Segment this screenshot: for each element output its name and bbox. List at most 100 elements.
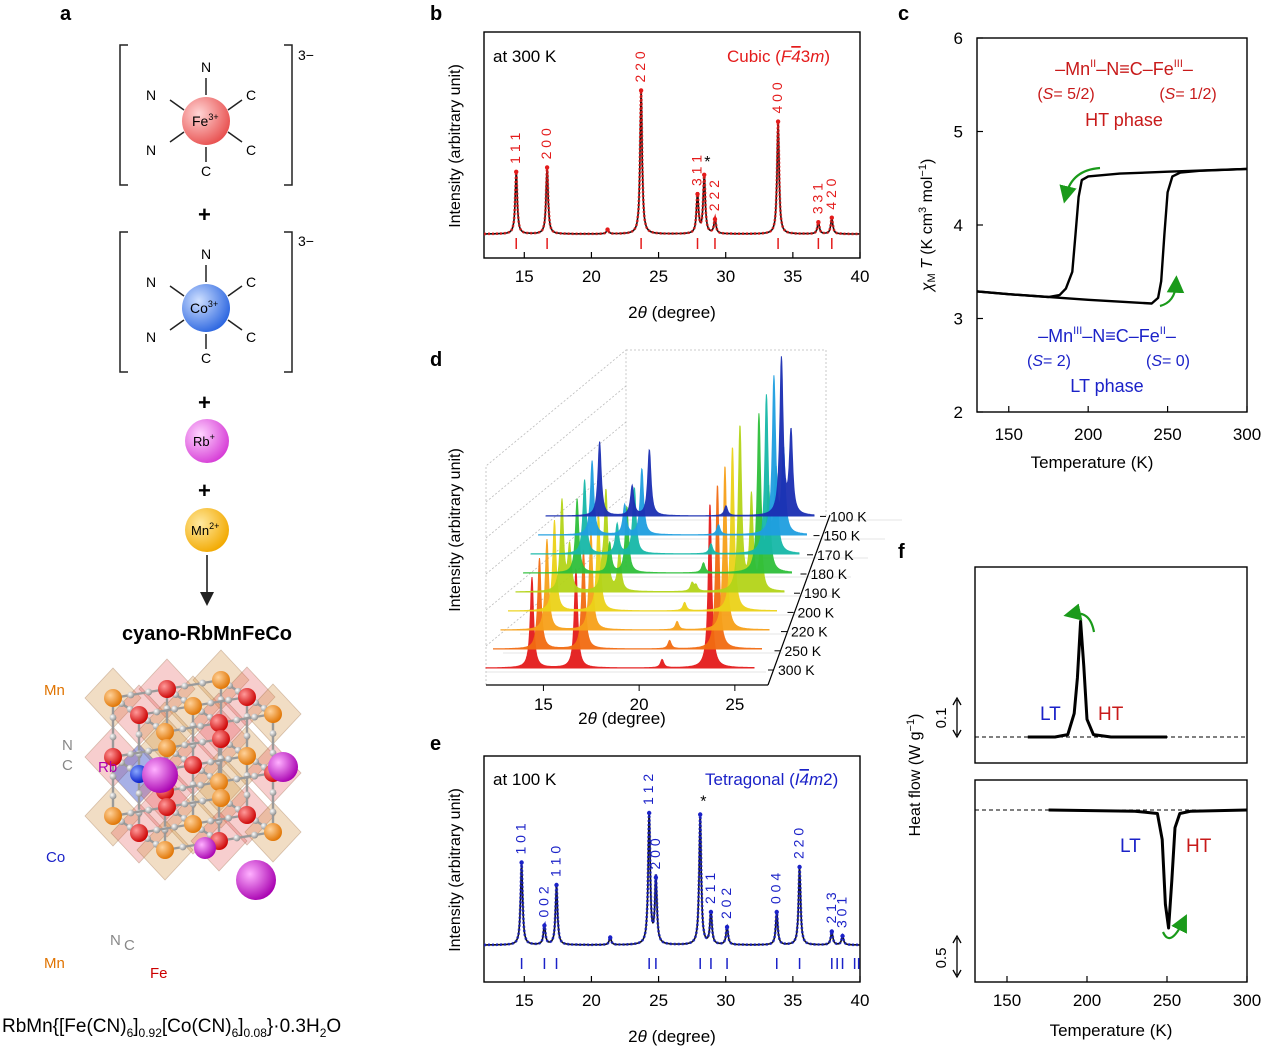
fe-ion-label: Fe3+ (192, 112, 219, 129)
b-peak-label: 1 1 1 (507, 132, 523, 163)
e-peak-label: 3 0 1 (834, 897, 850, 928)
cn-atom (109, 714, 117, 721)
cyanide-bridge (164, 721, 220, 734)
cn-atom (251, 831, 259, 839)
e-peak-point (840, 933, 845, 939)
struct-label-co: Co (46, 849, 65, 866)
struct-label-n: N (62, 737, 73, 754)
cn-atom (153, 826, 161, 834)
cn-atom (145, 688, 153, 696)
c-y-tick-label: 4 (954, 216, 963, 235)
mn-atom (156, 723, 174, 741)
lt-spin-fe: (S= 0) (1146, 353, 1190, 370)
f-x-tick-label: 150 (993, 991, 1021, 1010)
plus-sign-3: + (198, 478, 211, 503)
d-temp-label: 180 K (811, 566, 848, 582)
e-x-tick-label: 40 (851, 991, 870, 1010)
e-x-tick-label: 20 (582, 991, 601, 1010)
cn-atom (233, 775, 241, 783)
ligand-n-ul: N (146, 87, 156, 103)
cyanide-bridge (218, 712, 274, 725)
c-y-tick-label: 2 (954, 403, 963, 422)
ht-phase-label: HT phase (1085, 110, 1163, 130)
fe-cyanide-complex: 3− Fe3+ N N C N C C (119, 44, 314, 186)
struct-label-c2: C (124, 937, 135, 954)
panel-c: c 150 200 250 300 2 3 4 5 6 Temperature (K) χM T… (898, 3, 1261, 472)
ylabel-b: Intensity (arbitrary unit) (447, 64, 464, 228)
struct-label-fe: Fe (150, 965, 168, 982)
mn-atom (156, 841, 174, 859)
ligand-c-ur: C (246, 87, 256, 103)
e-peak-point (708, 909, 714, 915)
f-bottom-lt-label: LT (1120, 836, 1141, 857)
ht-spin-mn: (S= 5/2) (1037, 86, 1094, 103)
b-peak-label: * (704, 154, 710, 171)
panel-d: d 15 20 25 300 K 250 K 220 K 200 K 190 K 180 K 17… (430, 349, 902, 728)
mn-atom (264, 705, 282, 723)
scale-label-top: 0.1 (933, 708, 950, 729)
cn-atom (109, 792, 117, 800)
e-peak-point (608, 935, 613, 940)
f-top-ht-label: HT (1098, 704, 1124, 725)
scale-bar-top-arrow-down (952, 729, 962, 739)
cn-atom (135, 790, 143, 797)
co-ion-sphere (182, 284, 230, 332)
cn-atom (207, 758, 215, 766)
b-peak-label: 4 0 0 (769, 82, 785, 113)
ligand-n-top-2: N (201, 246, 211, 262)
e-peak-label: 1 1 0 (548, 846, 564, 877)
scale-bar-bottom-arrow-up (952, 934, 962, 944)
e-x-tick-label: 25 (649, 991, 668, 1010)
cn-atom (199, 797, 207, 805)
b-peak-label: 4 2 0 (823, 178, 839, 209)
e-peak-label: * (700, 794, 706, 811)
d-temp-label: 300 K (778, 662, 815, 678)
cn-atom (207, 817, 215, 825)
panel-letter-a: a (60, 3, 72, 25)
plot-frame-f-top (974, 566, 1248, 764)
d-pattern-170K (530, 394, 800, 555)
ligand-c-bottom-2: C (201, 350, 211, 366)
b-x-tick-label: 25 (649, 267, 668, 286)
b-peak-label: 3 3 1 (809, 183, 825, 214)
cn-atom (225, 696, 233, 704)
rb-ion-label: Rb+ (193, 432, 215, 449)
struct-label-n2: N (110, 932, 121, 949)
annotation-cubic: Cubic (F43m) (727, 47, 830, 66)
co-ion-label: Co3+ (190, 299, 218, 316)
c-y-tick-label: 6 (954, 29, 963, 48)
heating-arrow (1159, 275, 1185, 308)
b-peak-point (638, 88, 644, 93)
rb-atom (236, 860, 276, 900)
cn-atom (269, 730, 277, 737)
c-x-tick-label: 250 (1153, 425, 1181, 444)
b-peak-point (695, 191, 700, 197)
cyanide-bridge (112, 687, 168, 700)
fe-atom (212, 730, 230, 748)
d-temp-label: 220 K (791, 624, 828, 640)
mn-ion-label: Mn2+ (191, 521, 219, 538)
ht-spin-fe: (S= 1/2) (1159, 86, 1216, 103)
cn-atom (127, 750, 135, 758)
ylabel-d: Intensity (arbitrary unit) (447, 448, 464, 612)
fe-atom (158, 798, 176, 816)
panel-letter-d: d (430, 349, 442, 371)
d-x-tick-label: 20 (630, 695, 649, 714)
ligand-c-lr-2: C (246, 329, 256, 345)
b-calc-line (484, 90, 860, 235)
lt-phase-label: LT phase (1070, 376, 1143, 396)
crystal-structure (84, 649, 302, 900)
formula: RbMn{[Fe(CN)6]0.92[Co(CN)6]0.08}·0.3H2O (2, 1016, 341, 1040)
f-heating-curve (1048, 808, 1248, 930)
b-observed-line (484, 90, 860, 236)
mn-atom (210, 773, 228, 791)
d-temp-label: 250 K (785, 643, 822, 659)
e-peak-point (653, 875, 659, 880)
ligand-c-lr: C (246, 142, 256, 158)
d-grid-line (485, 385, 627, 503)
annotation-at-300k: at 300 K (493, 47, 557, 66)
e-peak-point (519, 860, 524, 865)
cyanide-bridge (112, 805, 168, 818)
b-peak-point (702, 172, 707, 177)
fe-atom (158, 680, 176, 698)
